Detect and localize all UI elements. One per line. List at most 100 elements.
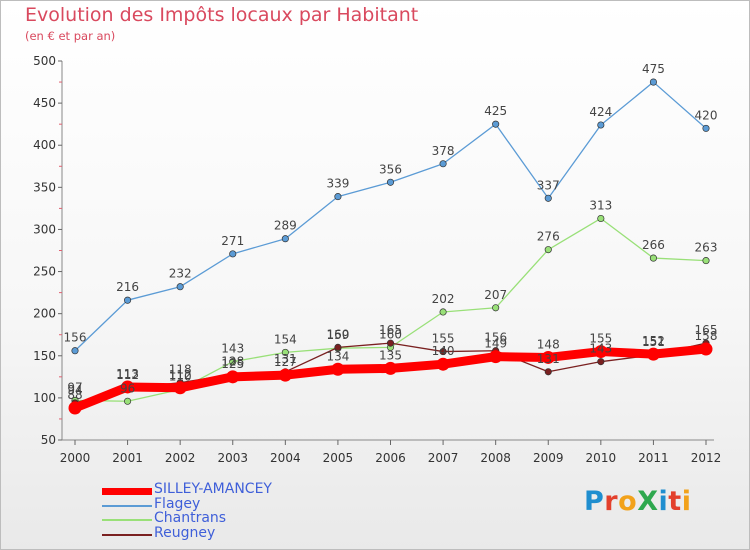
data-point-chantrans — [229, 358, 237, 366]
data-label-silley-amancey: 88 — [67, 388, 82, 402]
data-label-reugney: 151 — [642, 335, 665, 349]
data-label-chantrans: 276 — [537, 230, 560, 244]
data-label-chantrans: 154 — [274, 332, 297, 346]
data-point-flagey — [386, 178, 395, 186]
data-point-flagey — [439, 160, 447, 168]
data-label-flagey: 339 — [326, 177, 349, 191]
data-point-reugney — [386, 339, 395, 347]
data-point-reugney — [544, 368, 552, 376]
data-label-flagey: 271 — [221, 234, 244, 248]
data-point-silley-amancey — [646, 347, 660, 361]
x-tick-label: 2012 — [691, 451, 722, 465]
data-label-silley-amancey: 127 — [274, 355, 297, 369]
data-point-flagey — [281, 235, 289, 243]
data-point-silley-amancey — [68, 401, 82, 415]
logo-letter: i — [681, 486, 692, 517]
data-label-reugney: 94 — [67, 383, 82, 397]
data-point-flagey — [597, 121, 605, 129]
data-point-flagey — [334, 193, 342, 201]
logo-letter: r — [604, 486, 619, 517]
data-label-chantrans: 202 — [432, 292, 455, 306]
data-label-reugney: 143 — [589, 342, 612, 356]
data-point-silley-amancey — [384, 361, 397, 375]
data-label-reugney: 155 — [432, 332, 455, 346]
x-tick-label: 2007 — [428, 451, 459, 465]
data-label-reugney: 160 — [326, 327, 349, 341]
data-label-chantrans: 110 — [169, 369, 192, 383]
data-label-silley-amancey: 155 — [589, 332, 612, 346]
data-label-reugney: 131 — [537, 352, 560, 366]
data-point-silley-amancey — [331, 362, 345, 376]
data-label-chantrans: 207 — [484, 288, 507, 302]
data-point-flagey — [649, 78, 657, 86]
data-point-silley-amancey — [436, 357, 450, 371]
legend-swatch-silley-amancey — [102, 488, 152, 495]
logo-letter: X — [637, 486, 659, 517]
data-label-silley-amancey: 158 — [695, 329, 718, 343]
data-point-chantrans — [597, 214, 605, 223]
data-point-flagey — [492, 120, 500, 128]
x-tick-label: 2010 — [586, 451, 617, 465]
data-point-silley-amancey — [699, 342, 713, 356]
series-line-flagey — [74, 81, 707, 352]
data-label-flagey: 289 — [274, 219, 297, 233]
data-point-reugney — [439, 348, 447, 356]
data-label-chantrans: 313 — [589, 198, 612, 212]
data-point-chantrans — [544, 246, 552, 254]
logo-letter: i — [658, 486, 669, 517]
y-tick-label: 450 — [33, 96, 56, 110]
x-tick-label: 2006 — [375, 451, 406, 465]
legend-swatch-flagey — [102, 504, 152, 507]
legend-label-reugney: Reugney — [154, 524, 216, 541]
data-point-flagey — [124, 296, 132, 304]
data-label-reugney: 112 — [116, 368, 139, 382]
y-tick-label: 400 — [33, 138, 56, 152]
data-point-silley-amancey — [489, 350, 503, 364]
y-tick-label: 250 — [33, 265, 56, 279]
x-tick-label: 2002 — [165, 451, 196, 465]
legend-label-silley-amancey: SILLEY-AMANCEY — [154, 481, 272, 497]
data-label-flagey: 420 — [695, 108, 718, 122]
data-point-silley-amancey — [278, 368, 292, 382]
data-label-reugney: 165 — [695, 323, 718, 337]
data-label-flagey: 378 — [432, 144, 455, 158]
data-label-reugney: 131 — [274, 352, 297, 366]
logo-letter: P — [584, 486, 605, 517]
x-tick-label: 2008 — [480, 451, 511, 465]
data-label-silley-amancey: 149 — [484, 337, 507, 351]
data-point-silley-amancey — [594, 345, 608, 359]
data-label-chantrans: 143 — [221, 342, 244, 356]
y-tick-label: 500 — [33, 54, 56, 68]
data-label-chantrans: 96 — [120, 381, 135, 395]
data-point-flagey — [176, 283, 184, 291]
data-label-chantrans: 263 — [695, 241, 718, 255]
y-tick-label: 300 — [33, 222, 56, 236]
data-point-reugney — [334, 343, 342, 351]
data-point-chantrans — [702, 257, 710, 265]
x-tick-label: 2001 — [112, 451, 143, 465]
data-label-silley-amancey: 134 — [326, 349, 349, 363]
data-label-flagey: 425 — [484, 104, 507, 118]
data-label-silley-amancey: 113 — [116, 367, 139, 381]
data-label-reugney: 128 — [221, 354, 244, 368]
logo-letter: o — [618, 486, 638, 517]
data-label-silley-amancey: 140 — [432, 344, 455, 358]
data-point-silley-amancey — [121, 380, 135, 394]
chart-title: Evolution des Impôts locaux par Habitant — [25, 4, 419, 26]
data-label-reugney: 156 — [484, 331, 507, 345]
y-tick-label: 100 — [33, 391, 56, 405]
data-label-chantrans: 159 — [326, 328, 349, 342]
x-tick-label: 2009 — [533, 451, 564, 465]
data-point-chantrans — [124, 397, 132, 405]
data-label-silley-amancey: 125 — [221, 357, 244, 371]
data-point-silley-amancey — [173, 381, 187, 395]
logo-letter: t — [668, 486, 682, 517]
chart-subtitle: (en € et par an) — [25, 29, 116, 43]
data-point-chantrans — [649, 254, 657, 262]
data-label-flagey: 424 — [589, 105, 612, 119]
data-label-silley-amancey: 135 — [379, 348, 402, 362]
data-label-silley-amancey: 148 — [537, 337, 560, 351]
data-label-flagey: 156 — [64, 331, 87, 345]
legend-swatch-chantrans — [102, 519, 152, 521]
